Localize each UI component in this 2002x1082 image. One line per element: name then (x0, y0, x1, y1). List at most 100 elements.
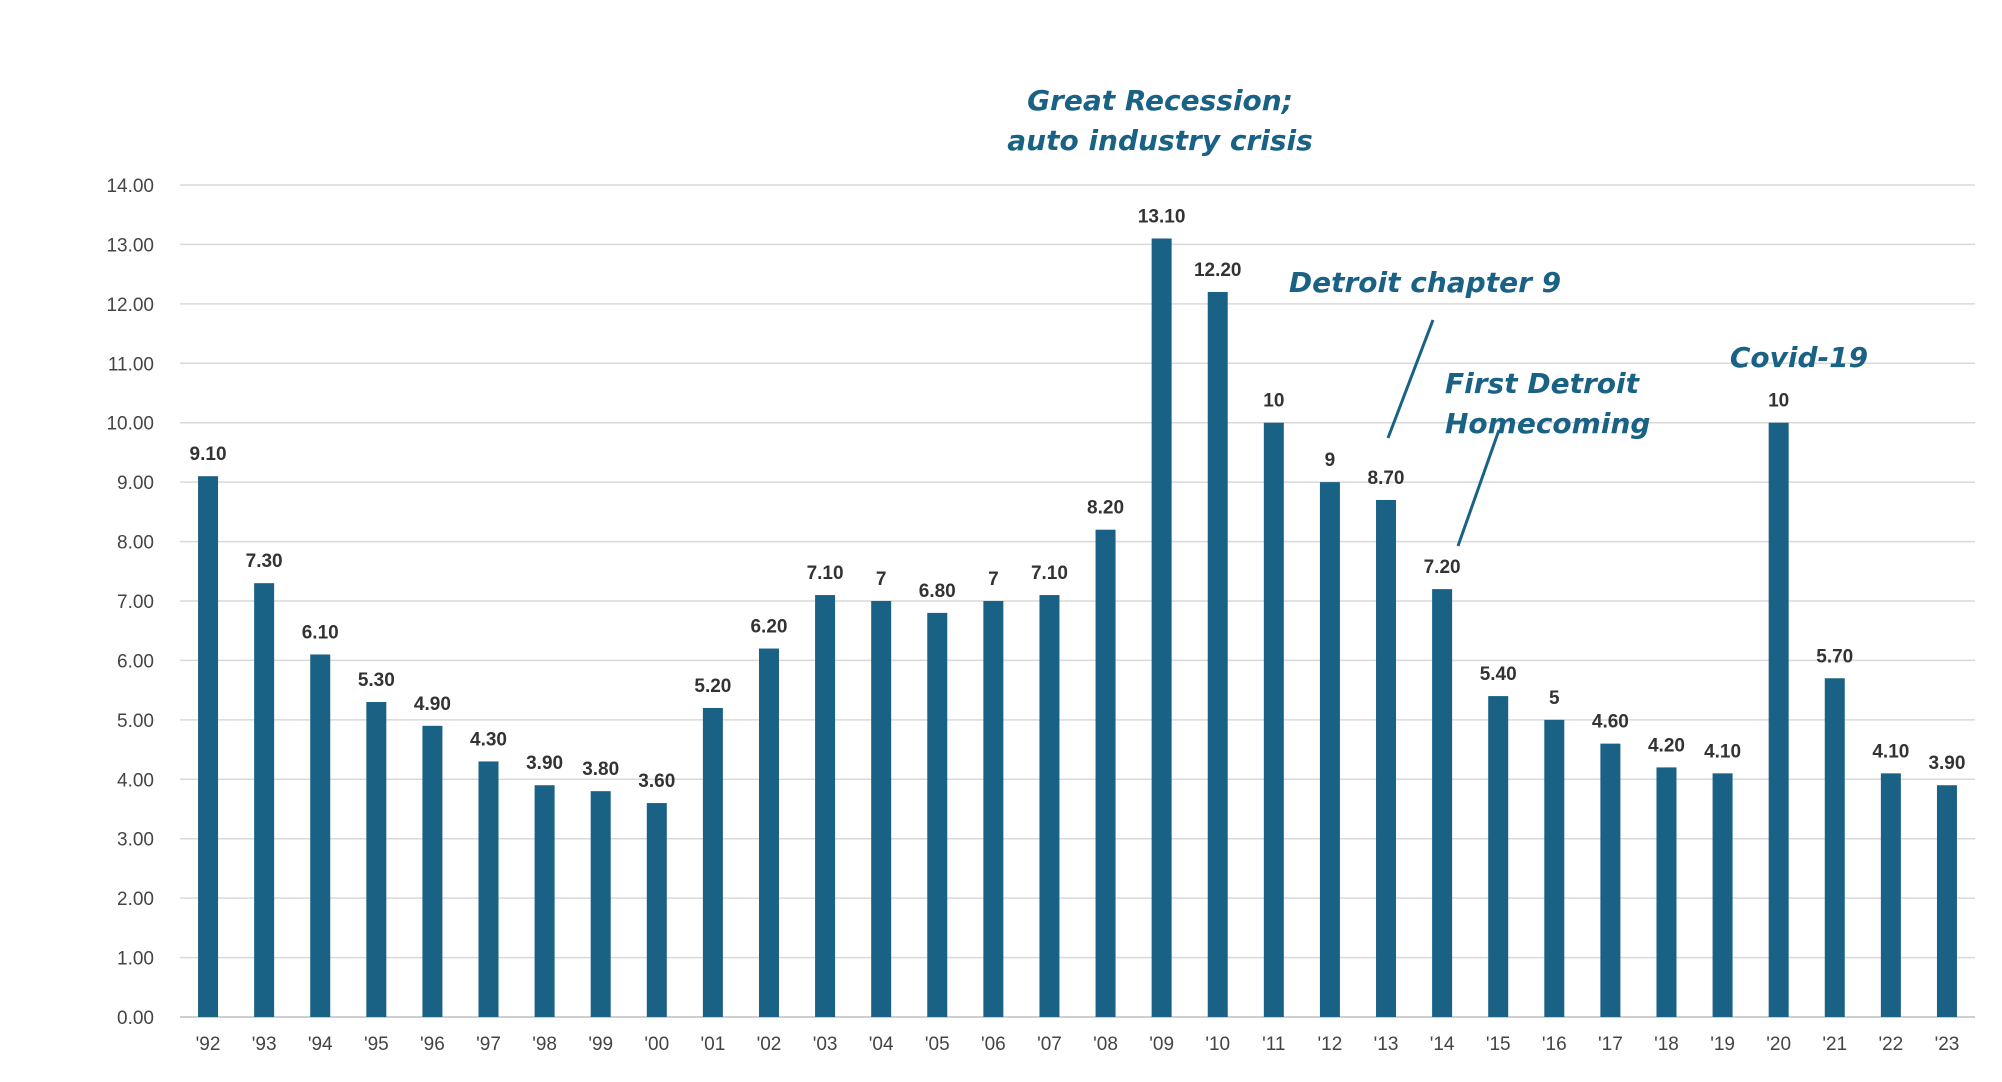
x-tick-label: '05 (925, 1034, 950, 1055)
y-tick-label: 9.00 (117, 473, 154, 494)
bar (422, 725, 443, 1017)
y-tick-label: 8.00 (117, 533, 154, 554)
y-tick-label: 3.00 (117, 830, 154, 851)
data-label: 5 (1549, 688, 1560, 709)
bar (1656, 767, 1677, 1017)
gridlines (180, 184, 1975, 1018)
data-label: 8.70 (1368, 468, 1405, 489)
x-tick-label: '97 (476, 1034, 501, 1055)
bar (1768, 422, 1789, 1017)
data-label: 9 (1325, 450, 1336, 471)
annotation-first-detroit-homecoming: First Detroit Homecoming (1445, 367, 1650, 547)
bar (254, 583, 275, 1017)
bar (1095, 529, 1116, 1017)
x-tick-label: '11 (1262, 1034, 1285, 1055)
y-tick-label: 11.00 (108, 354, 154, 375)
annotation-leader-line (1386, 319, 1435, 439)
x-tick-label: '07 (1037, 1034, 1062, 1055)
x-tick-label: '22 (1878, 1034, 1903, 1055)
bar (927, 612, 948, 1017)
annotation-great-recession: Great Recession; auto industry crisis (1007, 84, 1313, 157)
x-tick-label: '10 (1205, 1034, 1230, 1055)
data-label: 7.20 (1424, 557, 1461, 578)
bar (1544, 719, 1565, 1017)
x-tick-label: '21 (1822, 1034, 1847, 1055)
annotation-leader-line (1456, 429, 1501, 547)
bar (1263, 422, 1284, 1017)
data-label: 4.10 (1704, 741, 1741, 762)
data-labels: 9.10 7.30 6.10 5.30 4.90 4.30 3.90 3.80 3.60 5.20… (190, 206, 1966, 792)
annotation-text: Detroit chapter 9 (1289, 266, 1561, 299)
data-label: 4.20 (1648, 735, 1685, 756)
data-label: 4.10 (1872, 741, 1909, 762)
x-axis: '92 '93 '94 '95 '96 '97 '98 '99 '00 '01 '02 '03 '04 '… (196, 1034, 1960, 1055)
x-tick-label: '17 (1598, 1034, 1623, 1055)
y-axis: 0.00 1.00 2.00 3.00 4.00 5.00 6.00 7.00 8.00 9.00… (106, 176, 154, 1029)
x-tick-label: '04 (869, 1034, 894, 1055)
y-tick-label: 10.00 (106, 414, 154, 435)
x-tick-label: '95 (364, 1034, 389, 1055)
data-label: 7.30 (246, 551, 283, 572)
bar (702, 707, 723, 1017)
x-tick-label: '12 (1318, 1034, 1343, 1055)
x-tick-label: '20 (1766, 1034, 1791, 1055)
y-tick-label: 13.00 (106, 235, 154, 256)
x-tick-label: '14 (1430, 1034, 1455, 1055)
y-tick-label: 0.00 (117, 1008, 154, 1029)
data-label: 6.20 (750, 617, 787, 638)
x-tick-label: '02 (757, 1034, 782, 1055)
bar (1151, 238, 1172, 1017)
bar (1432, 589, 1453, 1017)
annotation-text: Homecoming (1445, 407, 1650, 440)
y-tick-label: 7.00 (117, 592, 154, 613)
bars (198, 238, 1957, 1018)
annotation-text: auto industry crisis (1007, 124, 1313, 157)
data-label: 6.10 (302, 622, 339, 643)
x-tick-label: '08 (1093, 1034, 1118, 1055)
data-label: 12.20 (1194, 260, 1242, 281)
data-label: 6.80 (919, 581, 956, 602)
data-label: 3.80 (582, 759, 619, 780)
y-tick-label: 6.00 (117, 651, 154, 672)
data-label: 7 (988, 569, 999, 590)
bar (590, 791, 611, 1017)
x-tick-label: '92 (196, 1034, 221, 1055)
x-tick-label: '09 (1149, 1034, 1174, 1055)
x-tick-label: '94 (308, 1034, 333, 1055)
bar (815, 595, 836, 1017)
bar (1376, 499, 1397, 1017)
annotations: Great Recession; auto industry crisis Detr… (1007, 84, 1868, 547)
x-tick-label: '18 (1654, 1034, 1679, 1055)
x-tick-label: '23 (1935, 1034, 1960, 1055)
bar (366, 702, 387, 1017)
bar (534, 785, 555, 1017)
data-label: 7.10 (807, 563, 844, 584)
bar (1936, 785, 1957, 1017)
x-tick-label: '93 (252, 1034, 277, 1055)
x-tick-label: '96 (420, 1034, 445, 1055)
bar (1319, 482, 1340, 1018)
data-label: 4.30 (470, 729, 507, 750)
bar (198, 476, 219, 1017)
bar (871, 601, 892, 1017)
bar (1207, 291, 1228, 1017)
y-tick-label: 2.00 (117, 889, 154, 910)
data-label: 8.20 (1087, 498, 1124, 519)
bar (1488, 696, 1509, 1017)
bar (646, 803, 667, 1017)
y-tick-label: 12.00 (106, 295, 154, 316)
data-label: 10 (1263, 391, 1284, 412)
bar (1824, 678, 1845, 1017)
bar (478, 761, 499, 1017)
x-tick-label: '98 (532, 1034, 557, 1055)
data-label: 13.10 (1138, 206, 1186, 227)
x-tick-label: '06 (981, 1034, 1006, 1055)
annotation-detroit-chapter-9: Detroit chapter 9 (1289, 266, 1561, 439)
data-label: 10 (1768, 391, 1789, 412)
bar (1600, 743, 1621, 1017)
x-tick-label: '00 (644, 1034, 669, 1055)
x-tick-label: '99 (588, 1034, 613, 1055)
data-label: 3.90 (526, 753, 563, 774)
data-label: 7.10 (1031, 563, 1068, 584)
